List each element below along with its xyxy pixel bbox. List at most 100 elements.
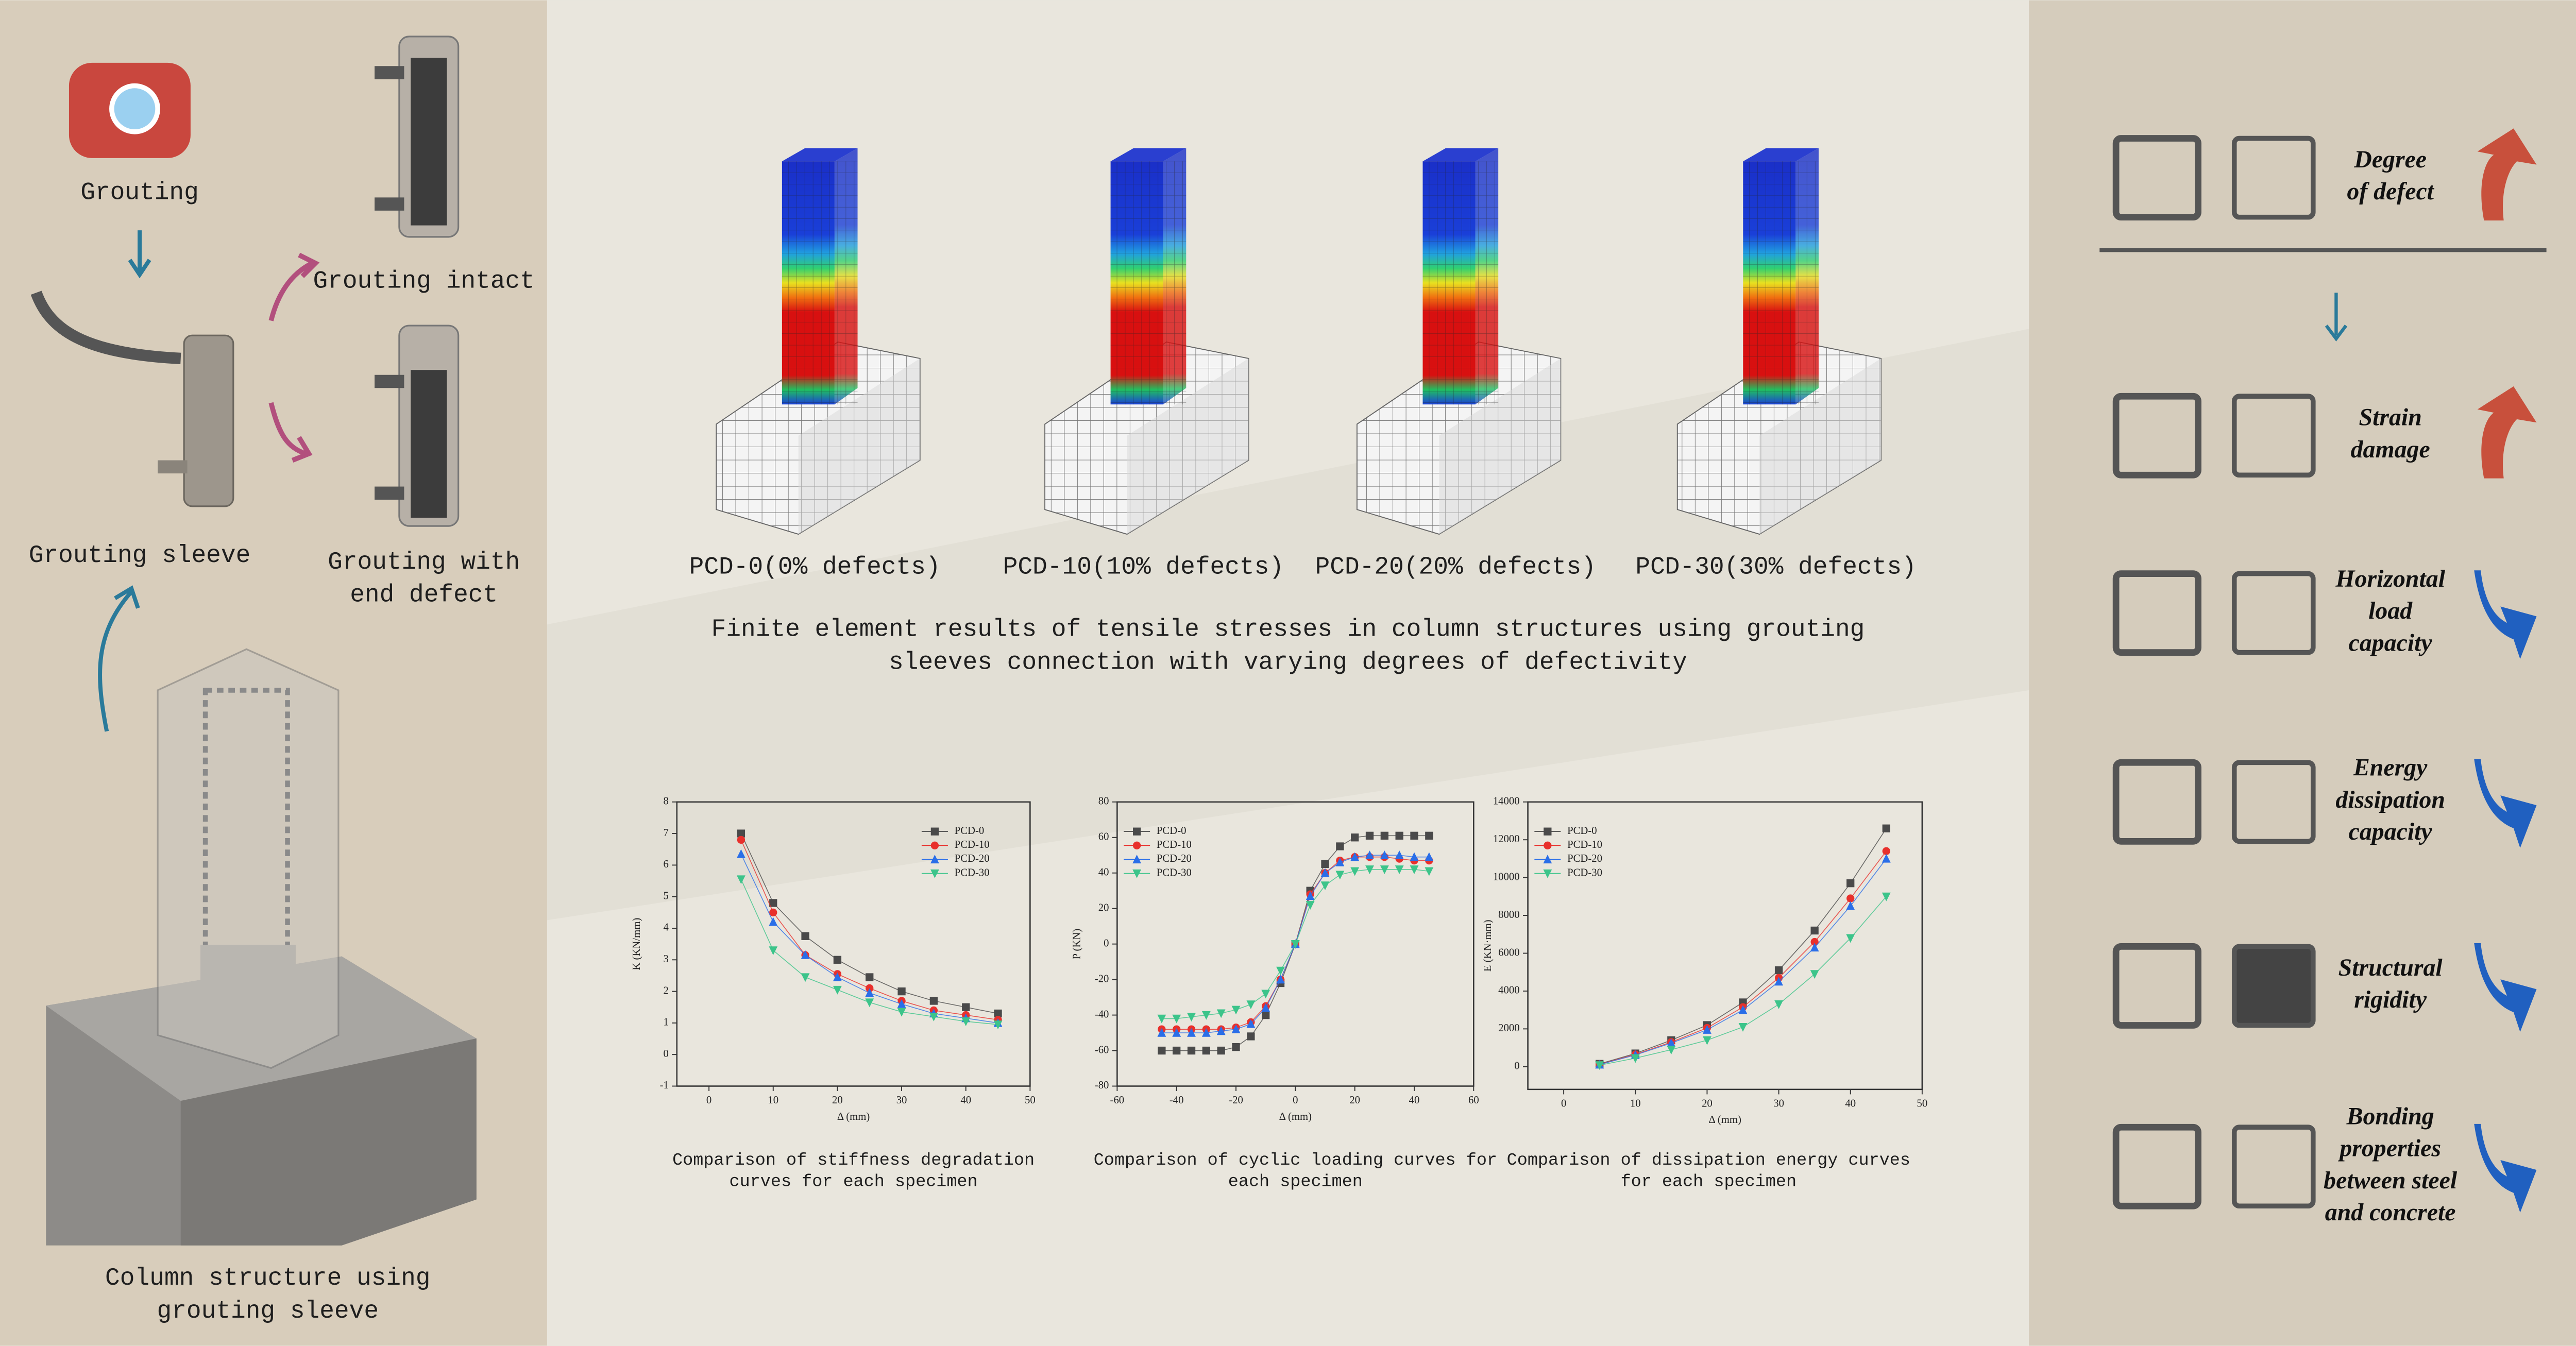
- column-mesh: [1743, 161, 1819, 405]
- legend-marker: [930, 827, 939, 836]
- marker: [1774, 966, 1783, 975]
- effect-label: Horizontal: [2335, 565, 2445, 592]
- arrow: [268, 402, 313, 463]
- icon: [2112, 393, 2201, 479]
- marker: [1320, 881, 1330, 891]
- y-axis-label: K (KN/mm): [631, 918, 642, 970]
- column-top: [1422, 148, 1499, 162]
- column-top: [782, 148, 858, 162]
- chart-caption: Comparison of cyclic loading curves for: [1094, 1151, 1497, 1170]
- x-tick-label: 30: [896, 1095, 907, 1106]
- marker: [1846, 879, 1855, 888]
- marker: [1882, 854, 1891, 863]
- chart-caption: for each specimen: [1621, 1172, 1797, 1191]
- column-top: [1743, 148, 1819, 162]
- marker: [1738, 1023, 1748, 1032]
- effect-label: dissipation: [2335, 786, 2445, 813]
- y-tick-label: 5: [663, 890, 668, 901]
- marker: [1216, 1009, 1226, 1018]
- icon: [2231, 944, 2316, 1028]
- marker: [1380, 850, 1389, 859]
- trend-arrow: [2474, 759, 2537, 848]
- y-tick-label: 60: [1098, 831, 1109, 843]
- background-shade: [547, 329, 2029, 921]
- marker: [1410, 831, 1418, 840]
- marker: [1350, 852, 1360, 861]
- legend-marker: [1132, 869, 1142, 878]
- marker: [1350, 867, 1360, 876]
- marker: [1395, 831, 1403, 840]
- icon: [2231, 135, 2316, 220]
- x-tick-label: 20: [1702, 1098, 1713, 1109]
- marker: [1231, 1024, 1241, 1033]
- y-tick-label: 0: [663, 1048, 668, 1060]
- marker: [929, 997, 938, 1005]
- chart-caption: Comparison of stiffness degradation: [672, 1151, 1035, 1170]
- marker: [833, 956, 842, 964]
- grouting-label: Grouting: [80, 179, 199, 207]
- x-tick-label: 40: [1409, 1095, 1420, 1106]
- legend-marker: [1543, 855, 1552, 864]
- x-axis-label: Δ (mm): [1279, 1111, 1312, 1122]
- sleeve-port: [158, 460, 188, 474]
- marker: [1425, 852, 1434, 861]
- y-tick-label: 8: [663, 796, 668, 807]
- column-label: grouting sleeve: [157, 1298, 379, 1325]
- marker: [1380, 865, 1389, 875]
- x-tick-label: 10: [1630, 1098, 1641, 1109]
- marker: [1201, 1011, 1211, 1020]
- effect-label: rigidity: [2354, 986, 2427, 1013]
- legend-label: PCD-30: [1567, 867, 1602, 878]
- marker: [1187, 1046, 1196, 1055]
- y-tick-label: 14000: [1493, 796, 1520, 807]
- marker: [1321, 860, 1329, 868]
- sleeve: [183, 334, 234, 507]
- grout-fill: [411, 370, 447, 518]
- fe-models: [716, 148, 1882, 535]
- legend-marker: [1543, 869, 1552, 878]
- base-side: [1759, 358, 1882, 535]
- foundation-side: [180, 1038, 477, 1246]
- x-axis-label: Δ (mm): [837, 1111, 870, 1122]
- marker: [1335, 857, 1345, 866]
- legend-label: PCD-20: [1567, 853, 1602, 864]
- marker: [801, 950, 810, 959]
- plot-frame: [676, 801, 1031, 1087]
- y-tick-label: 10000: [1493, 871, 1520, 882]
- marker: [1187, 1028, 1196, 1037]
- marker: [1882, 847, 1890, 855]
- intact-label: Grouting intact: [313, 268, 535, 296]
- marker: [1810, 926, 1819, 935]
- grout-fill: [411, 58, 447, 226]
- effect-label: capacity: [2349, 629, 2433, 656]
- column-mesh: [782, 161, 858, 405]
- trend-arrow: [2474, 943, 2537, 1032]
- marker: [865, 998, 874, 1008]
- marker: [1157, 1014, 1166, 1024]
- sleeve-port: [375, 66, 404, 79]
- y-tick-label: 2: [663, 985, 668, 996]
- legend-label: PCD-10: [955, 839, 990, 850]
- icon: [2231, 1124, 2316, 1209]
- arrow: [268, 252, 320, 321]
- marker: [1201, 1028, 1211, 1037]
- icon: [2112, 570, 2201, 656]
- trend-arrow: [2477, 128, 2537, 220]
- y-tick-label: 40: [1098, 866, 1109, 878]
- marker: [1395, 865, 1404, 875]
- effect-label: Degree: [2353, 146, 2427, 173]
- legend-marker: [1544, 827, 1552, 836]
- marker: [962, 1003, 970, 1011]
- x-tick-label: 40: [960, 1095, 971, 1106]
- marker: [897, 1008, 906, 1017]
- y-tick-label: -40: [1095, 1009, 1109, 1020]
- marker: [994, 1009, 1002, 1018]
- right-icons: [2099, 128, 2547, 1213]
- model-label: PCD-10(10% defects): [1003, 553, 1284, 581]
- marker: [1276, 966, 1285, 976]
- marker: [737, 836, 745, 844]
- marker: [1217, 1046, 1225, 1055]
- marker: [1276, 975, 1285, 984]
- y-tick-label: 80: [1098, 796, 1109, 807]
- marker: [1306, 901, 1315, 910]
